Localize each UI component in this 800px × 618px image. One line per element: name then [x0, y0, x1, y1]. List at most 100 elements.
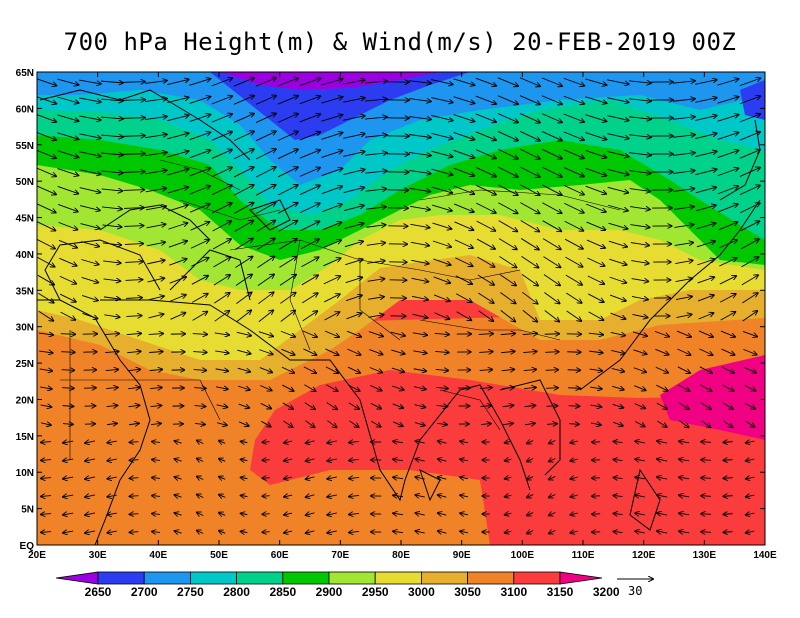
- wind-arrow: [630, 243, 649, 246]
- wind-arrow: [60, 334, 75, 335]
- wind-arrow: [393, 459, 404, 460]
- wind-arrow: [365, 153, 387, 155]
- wind-arrow: [453, 185, 474, 194]
- wind-arrow: [85, 513, 96, 515]
- wind-arrow: [282, 402, 293, 409]
- wind-arrow: [700, 384, 711, 392]
- wind-arrow: [262, 532, 270, 533]
- wind-arrow: [563, 167, 584, 177]
- wind-arrow: [415, 477, 425, 479]
- wind-arrow: [233, 131, 254, 142]
- wind-arrow: [634, 385, 645, 391]
- wind-arrow: [431, 97, 452, 103]
- wind-arrow: [608, 240, 627, 247]
- wind-arrow: [327, 531, 337, 533]
- wind-arrow: [306, 459, 315, 461]
- wind-arrow: [563, 149, 584, 159]
- wind-arrow: [679, 513, 690, 515]
- wind-arrow: [368, 331, 383, 337]
- wind-arrow: [281, 348, 294, 355]
- wind-arrow: [256, 203, 275, 214]
- wind-arrow: [79, 115, 101, 120]
- wind-arrow: [58, 221, 78, 229]
- wind-arrow: [522, 333, 537, 334]
- wind-arrow: [79, 169, 100, 175]
- wind-arrow: [233, 167, 254, 178]
- wind-arrow: [697, 259, 714, 266]
- wind-arrow: [677, 348, 690, 355]
- wind-arrow: [79, 79, 101, 84]
- latitude-axis: EQ 5N 10N 15N 20N 25N 30N 35N 40N 45N 50N 55N 60N 65N: [16, 68, 765, 552]
- wind-arrow: [718, 240, 737, 249]
- wind-arrow: [304, 402, 315, 410]
- wind-arrow: [277, 149, 298, 160]
- wind-arrow: [409, 187, 431, 191]
- wind-arrow: [130, 442, 139, 443]
- wind-arrow: [454, 203, 474, 212]
- band-2750-ne: [740, 80, 765, 120]
- wind-arrow: [122, 82, 145, 83]
- wind-arrow: [257, 256, 275, 268]
- wind-arrow: [259, 349, 272, 355]
- lat-tick-label: EQ: [20, 541, 35, 552]
- wind-arrow: [723, 460, 733, 461]
- wind-arrow: [610, 332, 625, 335]
- wind-arrow: [740, 239, 759, 250]
- wind-arrow: [607, 97, 629, 103]
- wind-arrow: [432, 240, 451, 247]
- wind-arrow: [746, 513, 755, 515]
- wind-arrow: [438, 441, 447, 443]
- wind-arrow: [370, 384, 381, 390]
- wind-arrow: [453, 167, 475, 176]
- wind-arrow: [256, 185, 275, 196]
- wind-arrow: [415, 531, 425, 533]
- wind-arrow: [679, 459, 690, 461]
- wind-arrow: [519, 148, 540, 159]
- wind-arrow: [302, 293, 317, 304]
- wind-arrow: [284, 477, 293, 479]
- wind-arrow: [262, 514, 270, 515]
- wind-arrow: [541, 148, 562, 158]
- wind-arrow: [701, 532, 712, 533]
- wind-arrow: [632, 314, 647, 317]
- wind-arrow: [563, 113, 585, 122]
- wind-arrow: [122, 136, 145, 137]
- wind-arrow: [657, 477, 668, 479]
- wind-arrow: [123, 172, 144, 173]
- wind-arrow: [635, 495, 645, 497]
- wind-arrow: [321, 151, 343, 158]
- colorbar-label: 2700: [131, 585, 158, 599]
- wind-arrow: [720, 312, 736, 321]
- wind-arrow: [85, 441, 96, 443]
- lon-tick-label: 120E: [632, 550, 656, 561]
- wind-arrow: [367, 279, 385, 282]
- wind-arrow: [695, 116, 716, 121]
- wind-arrow: [300, 239, 319, 250]
- wind-arrow: [300, 203, 320, 214]
- wind-arrow: [460, 513, 469, 515]
- colorbar-box: [282, 571, 330, 585]
- wind-arrow: [740, 203, 760, 214]
- wind-arrow: [505, 513, 512, 515]
- wind-arrow: [701, 460, 712, 461]
- wind-arrow: [41, 478, 52, 479]
- wind-arrow: [102, 225, 121, 227]
- wind-arrow: [104, 315, 119, 317]
- wind-arrow: [609, 294, 626, 301]
- colorbar-box: [328, 571, 376, 585]
- wind-arrow: [284, 513, 293, 515]
- wind-arrow: [211, 132, 232, 141]
- wind-arrow: [322, 222, 342, 231]
- wind-arrow: [587, 293, 604, 302]
- wind-arrow: [410, 241, 429, 245]
- wind-arrow: [497, 77, 518, 86]
- wind-arrow: [393, 531, 404, 532]
- wind-arrow: [306, 495, 315, 497]
- wind-arrow: [347, 348, 360, 355]
- wind-arrow: [613, 477, 623, 478]
- wind-arrow: [454, 239, 473, 248]
- wind-arrow: [589, 369, 603, 371]
- wind-arrow: [299, 185, 320, 195]
- wind-arrow: [675, 296, 692, 300]
- wind-arrow: [480, 388, 492, 389]
